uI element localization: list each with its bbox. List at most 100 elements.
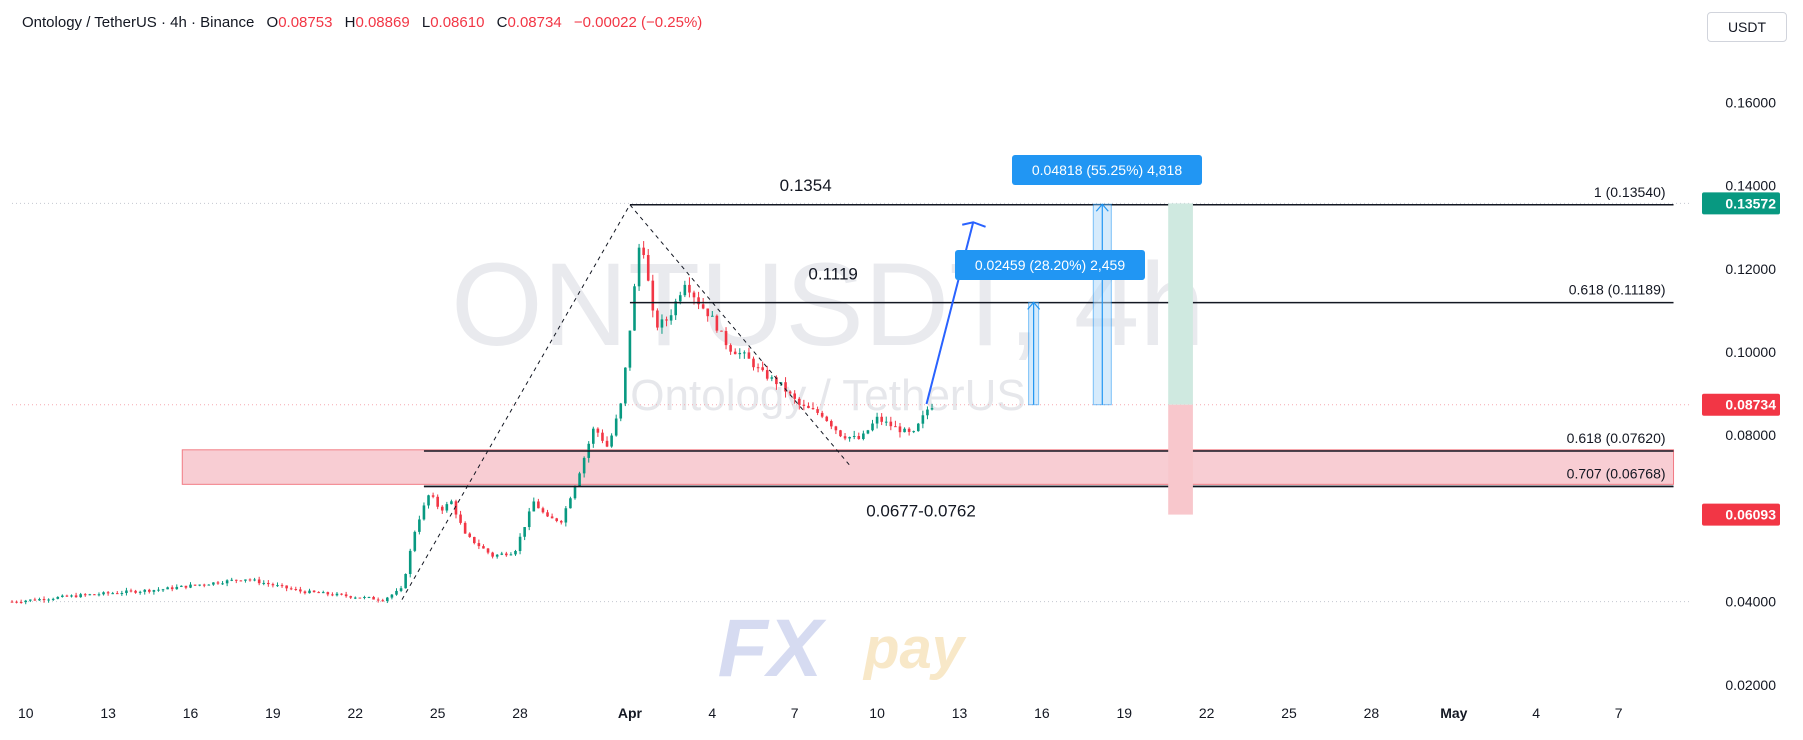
measure-arrowhead	[1027, 301, 1041, 310]
candlestick	[440, 505, 444, 514]
candle-body	[688, 284, 691, 293]
candle-body	[198, 584, 201, 586]
candle-body	[477, 543, 481, 547]
candlestick	[756, 363, 760, 373]
candlestick	[505, 551, 508, 557]
candlestick	[706, 308, 710, 322]
candlestick	[267, 580, 270, 587]
candlestick	[170, 585, 174, 592]
candle-body	[523, 527, 526, 537]
candle-body	[294, 589, 298, 591]
candle-body	[646, 255, 650, 281]
price-badge-bg	[1702, 503, 1780, 526]
candle-body	[711, 315, 714, 317]
candlestick	[720, 330, 723, 332]
position-target-zone[interactable]	[1168, 203, 1193, 405]
candlestick	[614, 414, 618, 437]
date-axis-tick: 25	[430, 705, 446, 721]
swing-dashed-line[interactable]	[401, 203, 851, 600]
candle-body	[468, 533, 472, 537]
candle-body	[257, 579, 261, 584]
open-label: O	[266, 14, 279, 31]
candle-body	[578, 473, 581, 486]
fxpay-logo-fx: FX	[718, 603, 827, 694]
date-axis-tick: 10	[869, 705, 885, 721]
measure-tool-small[interactable]	[1027, 301, 1041, 406]
candle-body	[729, 345, 732, 352]
candlestick	[907, 427, 911, 436]
candlestick	[381, 598, 385, 602]
candle-body	[189, 584, 192, 588]
candlestick	[386, 596, 389, 604]
candle-body	[518, 536, 522, 551]
candle-body	[761, 367, 764, 371]
candlestick	[765, 365, 769, 381]
candle-body	[267, 582, 270, 585]
candle-body	[692, 292, 696, 298]
candlestick	[83, 593, 87, 597]
candle-body	[903, 428, 906, 433]
projection-arrowhead	[962, 221, 986, 228]
date-axis-tick: May	[1440, 705, 1467, 721]
candle-body	[317, 592, 320, 594]
candle-body	[353, 597, 357, 599]
candlestick	[111, 591, 114, 595]
candlestick	[656, 308, 659, 331]
candlestick	[253, 577, 256, 582]
candlestick	[376, 597, 380, 603]
candle-body	[129, 590, 133, 592]
candle-body	[541, 508, 545, 513]
candlestick	[120, 590, 124, 596]
candlestick	[495, 554, 499, 559]
candlestick	[10, 600, 14, 603]
candlestick	[930, 403, 934, 411]
candlestick	[390, 594, 394, 600]
candle-body	[559, 520, 563, 523]
candle-body	[820, 412, 824, 417]
date-axis-tick: 7	[791, 705, 799, 721]
candle-body	[331, 594, 334, 596]
candlestick	[271, 582, 275, 588]
candle-body	[230, 579, 234, 581]
candle-body	[111, 593, 114, 595]
candlestick	[289, 586, 293, 591]
candle-body	[175, 586, 179, 590]
open-value: 0.08753	[278, 14, 333, 31]
currency-selector-button[interactable]: USDT	[1707, 12, 1787, 42]
candlestick	[61, 594, 64, 598]
candle-body	[564, 508, 568, 523]
candle-body	[830, 421, 833, 427]
candle-body	[440, 506, 444, 511]
candlestick	[244, 579, 247, 583]
candlestick	[367, 596, 371, 599]
candle-body	[221, 583, 224, 585]
candle-body	[701, 304, 705, 309]
candle-body	[97, 594, 101, 596]
candlestick	[738, 348, 742, 359]
measure-label-large[interactable]: 0.04818 (55.25%) 4,818	[1012, 155, 1202, 185]
candle-body	[514, 550, 517, 555]
candlestick	[715, 314, 719, 333]
position-stop-zone[interactable]	[1168, 404, 1193, 515]
close-value: 0.08734	[507, 14, 562, 31]
support-zone-rectangle[interactable]	[181, 449, 1675, 485]
candle-body	[395, 590, 398, 595]
candle-body	[102, 592, 105, 595]
candle-body	[19, 602, 23, 604]
candle-body	[555, 518, 558, 521]
measure-label-small[interactable]: 0.02459 (28.20%) 2,459	[955, 250, 1145, 280]
candle-body	[65, 595, 69, 597]
candlestick	[175, 584, 179, 590]
candlestick	[793, 390, 797, 404]
low-label: L	[421, 14, 431, 31]
candlestick	[926, 406, 929, 420]
candle-body	[134, 590, 137, 593]
candle-body	[738, 352, 742, 355]
candle-body	[372, 596, 375, 600]
candlestick	[358, 597, 362, 599]
measure-tool-large[interactable]	[1092, 203, 1112, 406]
date-axis-tick: 7	[1615, 705, 1623, 721]
candlestick	[42, 596, 46, 603]
candlestick	[395, 588, 398, 596]
